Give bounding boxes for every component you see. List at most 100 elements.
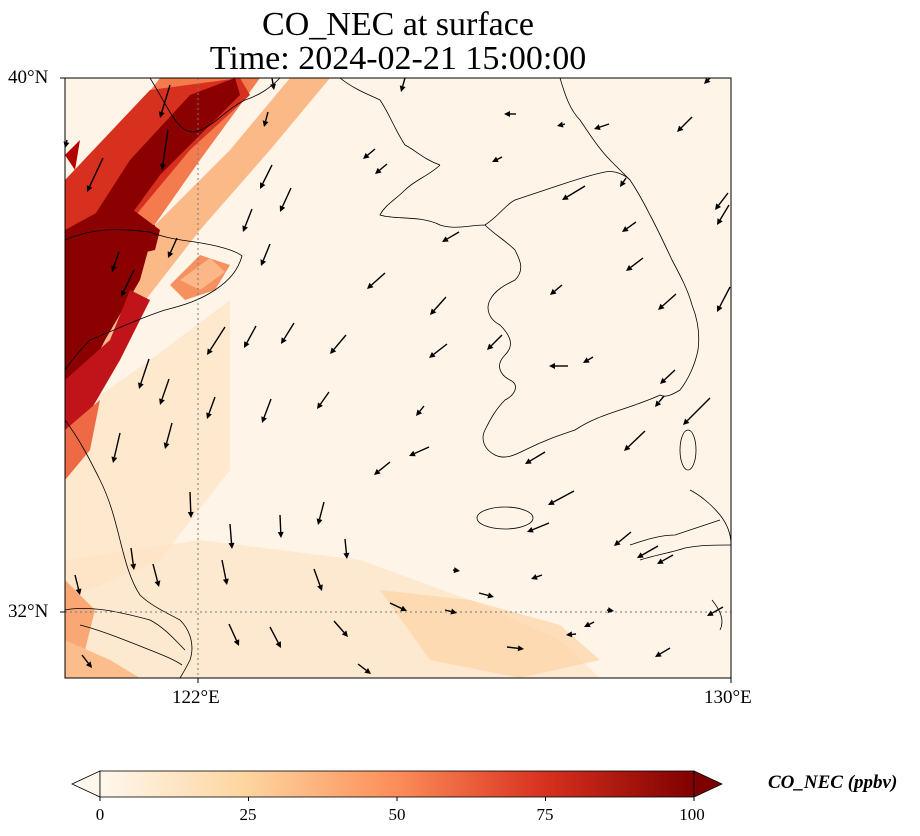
wind-arrow-head bbox=[228, 542, 235, 549]
wind-arrow-shaft bbox=[229, 523, 233, 544]
wind-arrow-shaft bbox=[599, 123, 610, 128]
wind-arrow-head bbox=[130, 563, 137, 570]
gridlines bbox=[65, 78, 731, 678]
wind-arrow-head bbox=[277, 531, 284, 538]
coastlines bbox=[65, 78, 731, 678]
wind-arrow-shaft bbox=[497, 156, 503, 160]
map-title-line-1: CO_NEC at surface bbox=[262, 6, 534, 43]
wind-arrow-shaft bbox=[161, 84, 171, 113]
wind-arrow-shaft bbox=[490, 334, 503, 347]
wind-arrow-head bbox=[442, 236, 449, 242]
wind-arrow-shaft bbox=[414, 446, 430, 455]
wind-arrow-shaft bbox=[81, 654, 89, 664]
wind-arrow-shaft bbox=[661, 554, 674, 562]
wind-arrow-shaft bbox=[318, 501, 325, 520]
wind-arrow-head bbox=[260, 259, 267, 266]
wind-arrow-shaft bbox=[536, 574, 543, 578]
wind-arrow-head bbox=[655, 651, 662, 657]
concentration-field bbox=[65, 78, 731, 678]
wind-arrow-head bbox=[683, 418, 690, 425]
wind-arrow-head bbox=[167, 251, 174, 258]
wind-arrow-shaft bbox=[433, 296, 447, 311]
wind-arrow-shaft bbox=[246, 325, 257, 344]
map-frame bbox=[64, 77, 732, 679]
wind-arrow-head bbox=[367, 282, 374, 289]
map-title-line-2: Time: 2024-02-21 15:00:00 bbox=[209, 40, 587, 77]
wind-arrow-shaft bbox=[506, 646, 519, 649]
wind-arrow-shaft bbox=[378, 461, 391, 472]
wind-arrow-head bbox=[677, 125, 684, 132]
wind-arrow-head bbox=[187, 511, 194, 518]
wind-arrow-shaft bbox=[74, 574, 80, 590]
wind-arrow-head bbox=[717, 218, 723, 225]
wind-arrow-head bbox=[317, 402, 323, 409]
wind-arrow-head bbox=[525, 458, 532, 464]
wind-arrow-head bbox=[624, 444, 631, 451]
wind-arrow-head bbox=[594, 124, 601, 130]
colorbar-tick-100: 100 bbox=[679, 805, 705, 824]
wind-arrow-shaft bbox=[686, 397, 711, 422]
wind-arrow-head bbox=[607, 607, 614, 614]
wind-arrow-head bbox=[487, 343, 494, 350]
wind-arrow-head bbox=[374, 468, 381, 475]
wind-arrow-head bbox=[111, 265, 117, 272]
wind-arrow-head bbox=[704, 77, 711, 84]
wind-arrow-shaft bbox=[532, 522, 550, 531]
wind-arrow-head bbox=[707, 610, 714, 616]
wind-arrow-shaft bbox=[113, 251, 120, 267]
wind-arrow-head bbox=[375, 167, 382, 174]
wind-arrow-head bbox=[316, 518, 323, 525]
wind-arrow-shaft bbox=[554, 284, 563, 292]
wind-arrow-head bbox=[717, 305, 723, 312]
wind-arrow-head bbox=[317, 584, 323, 591]
wind-arrow-head bbox=[242, 225, 248, 232]
wind-arrow-shaft bbox=[140, 358, 150, 384]
wind-arrow-head bbox=[658, 303, 665, 310]
wind-arrow-shaft bbox=[552, 490, 575, 503]
wind-arrow-head bbox=[159, 398, 165, 405]
colorbar-extend-low bbox=[71, 770, 101, 798]
wind-arrow-shaft bbox=[658, 395, 665, 403]
wind-arrow-head bbox=[163, 442, 170, 449]
wind-arrow-head bbox=[262, 120, 269, 127]
wind-arrow-shaft bbox=[262, 243, 271, 261]
wind-arrow-shaft bbox=[269, 626, 279, 644]
colorbar-extend-high bbox=[693, 770, 723, 798]
wind-arrow-shaft bbox=[718, 192, 729, 206]
wind-arrow-head bbox=[566, 631, 573, 638]
wind-arrow-head bbox=[548, 499, 555, 505]
colorbar-label: CO_NEC (ppbv) bbox=[768, 772, 898, 793]
wind-arrow-head bbox=[637, 552, 644, 558]
wind-arrow-head bbox=[222, 578, 229, 585]
wind-arrow-shaft bbox=[562, 123, 566, 126]
wind-arrow-shaft bbox=[371, 272, 386, 286]
wind-arrow-head bbox=[363, 152, 370, 159]
wind-arrow-head bbox=[261, 416, 267, 423]
colorbar-tick-0: 0 bbox=[95, 805, 105, 824]
wind-arrow-shaft bbox=[333, 620, 345, 633]
wind-arrow-shaft bbox=[357, 663, 367, 671]
wind-arrow-shaft bbox=[627, 430, 646, 448]
wind-arrow-head bbox=[487, 592, 494, 599]
colorbar-tick-25: 25 bbox=[239, 805, 257, 824]
wind-arrow-head bbox=[517, 645, 524, 652]
wind-arrow-shaft bbox=[264, 111, 269, 122]
wind-arrow-shaft bbox=[279, 514, 282, 533]
wind-arrow-shaft bbox=[262, 164, 273, 184]
wind-arrow-head bbox=[416, 409, 423, 416]
wind-arrow-shaft bbox=[529, 451, 546, 462]
wind-arrow-shaft bbox=[419, 405, 425, 412]
wind-arrow-head bbox=[430, 308, 437, 315]
wind-arrow-head bbox=[504, 111, 510, 117]
wind-arrow-shaft bbox=[130, 547, 134, 565]
wind-arrow-head bbox=[279, 205, 286, 212]
lon-tick-label-130: 130°E bbox=[704, 687, 752, 708]
wind-arrow-head bbox=[429, 351, 436, 358]
wind-arrow-head bbox=[584, 621, 591, 627]
wind-arrow-shaft bbox=[618, 531, 632, 543]
wind-arrow-shaft bbox=[641, 545, 659, 556]
wind-arrow-head bbox=[341, 630, 348, 637]
wind-arrow-shaft bbox=[162, 129, 169, 165]
wind-arrow-head bbox=[86, 185, 93, 192]
wind-arrow-head bbox=[275, 641, 281, 648]
